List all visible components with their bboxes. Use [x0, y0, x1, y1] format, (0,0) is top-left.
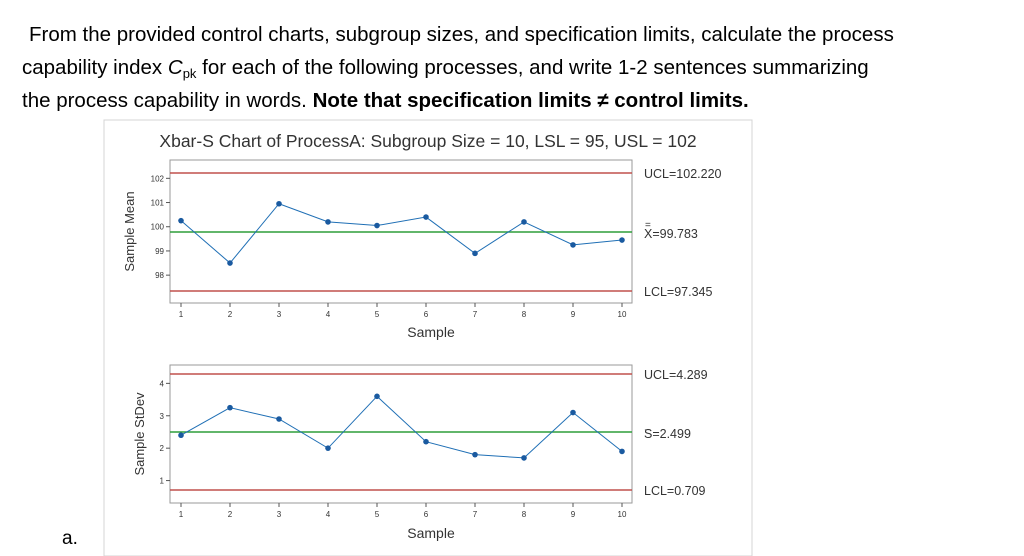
stdev-data-point [570, 409, 576, 416]
mean-xtick-label: 5 [375, 310, 380, 319]
mean-center-bar-symbol: = [645, 220, 651, 231]
mean-ytick-label: 102 [151, 174, 165, 183]
instruction-line-2-start: capability index [22, 56, 168, 79]
mean-y-axis-label: Sample Mean [122, 191, 137, 271]
mean-xtick-label: 3 [277, 310, 282, 319]
stdev-xtick-label: 6 [424, 510, 429, 519]
mean-data-point [178, 217, 184, 224]
stdev-center-label: S=2.499 [644, 427, 691, 441]
chart-title: Xbar-S Chart of ProcessA: Subgroup Size … [159, 131, 696, 151]
stdev-xtick-label: 7 [473, 510, 478, 519]
stdev-series-line [180, 395, 623, 459]
stdev-xtick-label: 9 [571, 510, 576, 519]
mean-ytick-label: 100 [151, 223, 165, 232]
instruction-line-3-start: the process capability in words. [22, 89, 313, 112]
stdev-data-point [276, 416, 282, 422]
stdev-data-point [325, 445, 331, 451]
stdev-data-point [472, 451, 478, 458]
mean-xtick-label: 4 [326, 310, 331, 319]
mean-ytick-label: 98 [155, 271, 164, 280]
mean-ucl-label: UCL=102.220 [644, 167, 722, 181]
instruction-line-2-end: for each of the following processes, and… [196, 56, 869, 79]
stdev-xtick-label: 10 [618, 510, 627, 519]
stdev-data-point [423, 438, 429, 445]
mean-data-point [570, 242, 576, 248]
part-label: a. [62, 528, 78, 549]
mean-data-point [374, 222, 380, 229]
instructions: From the provided control charts, subgro… [22, 18, 1012, 117]
mean-x-axis-label: Sample [407, 324, 455, 340]
mean-data-point [423, 214, 429, 220]
mean-data-point [276, 200, 282, 207]
stdev-data-point [374, 393, 380, 400]
stdev-ytick-label: 4 [160, 379, 165, 388]
instruction-line-2: capability index Cpk for each of the fol… [22, 51, 1012, 84]
mean-data-point [521, 219, 527, 225]
stdev-xtick-label: 1 [179, 510, 184, 519]
mean-ytick-label: 101 [151, 199, 165, 208]
stdev-ytick-label: 3 [160, 412, 165, 421]
mean-data-point [227, 260, 233, 266]
stdev-xtick-label: 8 [522, 510, 527, 519]
chart-frame [103, 119, 753, 556]
mean-ytick-label: 99 [155, 247, 164, 256]
mean-xtick-label: 7 [473, 310, 478, 319]
instruction-line-1: From the provided control charts, subgro… [29, 23, 894, 46]
stdev-xtick-label: 5 [375, 510, 380, 519]
stdev-x-axis-label: Sample [407, 525, 455, 541]
stdev-ytick-label: 2 [160, 444, 165, 453]
mean-xtick-label: 2 [228, 310, 233, 319]
stdev-center-bar-symbol: _ [644, 420, 651, 431]
mean-xtick-label: 10 [618, 310, 627, 319]
cpk-symbol: C [167, 56, 183, 79]
stdev-y-axis-label: Sample StDev [132, 392, 147, 476]
mean-data-point [472, 250, 478, 257]
mean-center-label: X=99.783 [644, 227, 698, 241]
mean-data-point [619, 237, 625, 243]
stdev-xtick-label: 4 [326, 510, 331, 519]
mean-xtick-label: 8 [522, 310, 527, 319]
stdev-ucl-label: UCL=4.289 [644, 368, 708, 382]
stdev-lcl-label: LCL=0.709 [644, 484, 706, 498]
mean-data-point [325, 219, 331, 225]
stdev-xtick-label: 2 [228, 510, 233, 519]
stdev-xtick-label: 3 [277, 510, 282, 519]
mean-xtick-label: 9 [571, 310, 576, 319]
stdev-data-point [178, 432, 184, 439]
stdev-ytick-label: 1 [160, 477, 165, 486]
spec-limit-note: Note that specification limits ≠ control… [312, 89, 749, 112]
stdev-data-point [521, 455, 527, 461]
instruction-line-3: the process capability in words. Note th… [22, 84, 1012, 117]
stdev-data-point [227, 404, 233, 411]
stdev-plot-frame [169, 364, 633, 504]
mean-xtick-label: 6 [424, 310, 429, 319]
cpk-subscript: pk [182, 66, 197, 81]
mean-lcl-label: LCL=97.345 [644, 285, 713, 299]
mean-series-line [180, 203, 623, 264]
stdev-data-point [619, 448, 625, 455]
mean-xtick-label: 1 [179, 310, 184, 319]
